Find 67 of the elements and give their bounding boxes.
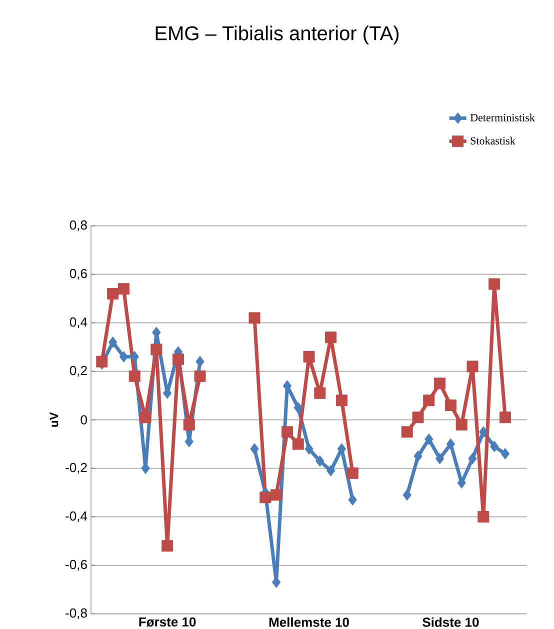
y-tick-label: 0,4 (70, 317, 88, 328)
x-tick-label: Mellemste 10 (269, 617, 349, 627)
point (478, 511, 490, 523)
point (128, 370, 140, 382)
point (466, 360, 478, 372)
point (457, 477, 466, 489)
point (304, 443, 314, 455)
point (348, 494, 357, 506)
point (194, 370, 206, 382)
point (423, 394, 435, 406)
point (446, 438, 456, 450)
point (140, 412, 152, 424)
point (456, 418, 468, 430)
y-tick-label: 0,2 (70, 366, 87, 377)
chart-title: EMG – Tibialis anterior (TA) (156, 26, 399, 44)
point (281, 426, 293, 438)
y-tick-label: -0,8 (66, 608, 87, 620)
point (326, 464, 336, 476)
point (130, 351, 139, 362)
point (294, 402, 302, 414)
point (490, 440, 499, 452)
x-tick-label: Sidste 10 (422, 617, 479, 627)
point (96, 356, 108, 368)
point (172, 353, 184, 365)
point (346, 467, 358, 479)
point (325, 332, 337, 344)
point (401, 426, 413, 438)
legend-label: Deterministisk (470, 114, 535, 122)
point (270, 489, 282, 501)
point (500, 448, 510, 460)
point (107, 288, 119, 300)
point (250, 443, 259, 455)
point (336, 394, 348, 406)
point (488, 278, 500, 290)
point (424, 433, 434, 445)
y-tick-label: 0,6 (70, 268, 87, 280)
point (337, 443, 346, 455)
y-tick-label: -0,4 (66, 511, 88, 522)
point (119, 351, 128, 362)
point (402, 489, 412, 501)
y-tick-label: -0,2 (66, 462, 87, 474)
point (248, 312, 260, 324)
point (434, 378, 446, 390)
point (108, 336, 118, 348)
point (314, 387, 326, 399)
point (412, 412, 424, 424)
point (260, 492, 272, 504)
point (183, 418, 195, 430)
y-axis-title: uV (50, 412, 58, 427)
point (303, 351, 315, 362)
point (444, 400, 456, 411)
y-tick-label: 0 (80, 415, 87, 424)
y-tick-label: 0,8 (70, 220, 87, 232)
point (118, 283, 130, 295)
point (435, 452, 444, 464)
point (150, 344, 162, 356)
point (316, 455, 324, 467)
point (479, 426, 488, 438)
legend-label: Stokastisk (470, 136, 516, 144)
point (414, 450, 422, 462)
point (468, 452, 477, 464)
point (196, 356, 204, 368)
point (499, 412, 511, 424)
x-tick-label: Første 10 (139, 617, 196, 627)
point (292, 438, 304, 450)
point (162, 540, 174, 552)
y-tick-label: -0,6 (66, 560, 87, 571)
